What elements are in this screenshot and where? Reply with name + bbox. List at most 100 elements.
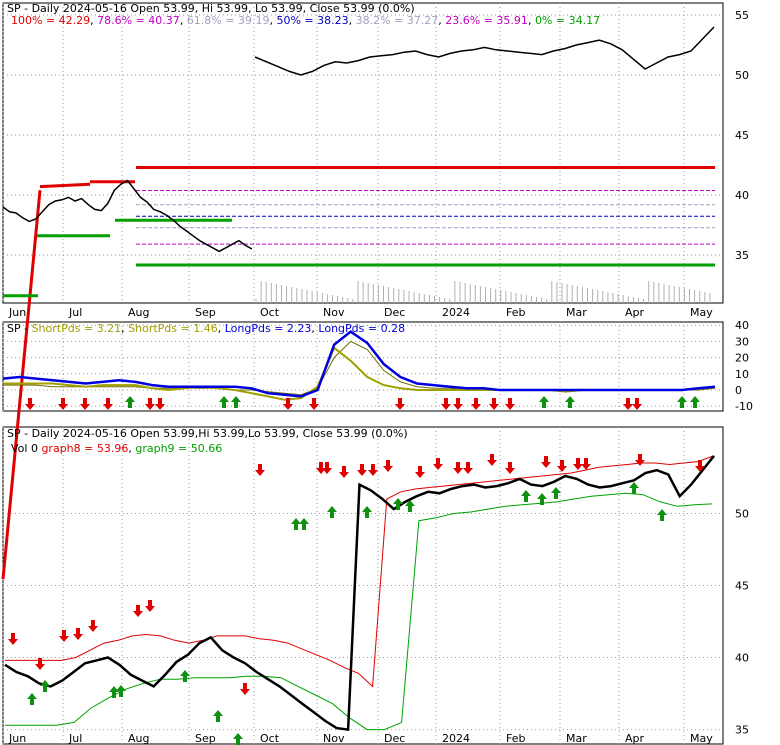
up-arrow-icon — [299, 518, 309, 530]
x-tick-label: Dec — [384, 732, 405, 745]
up-arrow-icon — [27, 693, 37, 705]
down-arrow-icon — [283, 398, 293, 410]
fib-legend-382: 38.2% = 37.27 — [356, 14, 439, 27]
legend-long-pds-2: LongPds = 0.28 — [318, 322, 405, 335]
down-arrow-icon — [581, 458, 591, 470]
down-arrow-icon — [309, 398, 319, 410]
price-panel-frame — [2, 2, 724, 304]
fib-legend: 100% = 42.29, 78.6% = 40.37, 61.8% = 39.… — [11, 14, 600, 27]
down-arrow-icon — [415, 466, 425, 478]
y-tick-label: 10 — [735, 368, 749, 381]
x-tick-label: Aug — [128, 732, 149, 745]
x-tick-label: Dec — [384, 306, 405, 319]
x-tick-label: Jul — [68, 306, 82, 319]
y-tick-label: 0 — [735, 384, 742, 397]
legend-graph9: graph9 = 50.66 — [135, 442, 222, 455]
volume-bars — [255, 281, 711, 303]
up-arrow-icon — [537, 493, 547, 505]
down-arrow-icon — [453, 462, 463, 474]
down-arrow-icon — [133, 605, 143, 617]
y-tick-label: 45 — [735, 129, 749, 142]
down-arrow-icon — [339, 466, 349, 478]
down-arrow-icon — [88, 620, 98, 632]
x-tick-label: Nov — [323, 732, 345, 745]
up-arrow-icon — [213, 710, 223, 722]
fib-legend-236: 23.6% = 35.91 — [445, 14, 528, 27]
x-tick-label: Sep — [195, 732, 216, 745]
up-arrow-icon — [565, 396, 575, 408]
oscillator-panel-frame — [2, 321, 724, 412]
up-arrow-icon — [551, 487, 561, 499]
up-arrow-icon — [125, 396, 135, 408]
down-arrow-icon — [573, 458, 583, 470]
down-arrow-icon — [463, 462, 473, 474]
price-line-pre-gap — [2, 179, 253, 253]
y-tick-label: 50 — [735, 507, 749, 520]
x-tick-label: Sep — [195, 306, 216, 319]
fib-legend-786: 78.6% = 40.37 — [97, 14, 180, 27]
y-tick-label: 35 — [735, 249, 749, 262]
x-tick-label: Apr — [625, 732, 645, 745]
x-tick-label: Mar — [566, 306, 587, 319]
oscillator-long-pds-line — [2, 330, 716, 398]
price-line-post-gap — [254, 26, 715, 76]
up-arrow-icon — [109, 686, 119, 698]
y-tick-label: 20 — [735, 352, 749, 365]
up-arrow-icon — [40, 680, 50, 692]
x-tick-label: Oct — [260, 732, 280, 745]
up-arrow-icon — [362, 506, 372, 518]
down-arrow-icon — [695, 460, 705, 472]
graph8-line — [5, 455, 713, 688]
x-tick-label: Feb — [506, 732, 525, 745]
y-tick-label: 40 — [735, 319, 749, 332]
up-arrow-icon — [233, 733, 243, 745]
fib-legend-618: 61.8% = 39.19 — [187, 14, 270, 27]
y-tick-label: 45 — [735, 580, 749, 593]
signal-series — [4, 455, 715, 732]
up-arrow-icon — [521, 490, 531, 502]
up-arrow-icon — [219, 396, 229, 408]
down-arrow-icon — [541, 456, 551, 468]
x-tick-label: 2024 — [442, 306, 470, 319]
down-arrow-icon — [255, 464, 265, 476]
down-arrow-icon — [80, 398, 90, 410]
down-arrow-icon — [471, 398, 481, 410]
oscillator-legend-prefix: SP - — [7, 322, 32, 335]
x-tick-label: Feb — [506, 306, 525, 319]
signal-arrows — [8, 396, 705, 745]
up-arrow-icon — [291, 518, 301, 530]
down-arrow-icon — [433, 458, 443, 470]
legend-graph8: graph8 = 53.96 — [41, 442, 128, 455]
up-arrow-icon — [116, 685, 126, 697]
fib-legend-50: 50% = 38.23 — [276, 14, 348, 27]
x-tick-label: Mar — [566, 732, 587, 745]
down-arrow-icon — [103, 398, 113, 410]
up-arrow-icon — [327, 506, 337, 518]
support-resistance-line — [1, 190, 42, 580]
down-arrow-icon — [59, 630, 69, 642]
down-arrow-icon — [357, 464, 367, 476]
down-arrow-icon — [489, 398, 499, 410]
x-tick-label: Nov — [323, 306, 345, 319]
down-arrow-icon — [322, 462, 332, 474]
down-arrow-icon — [635, 454, 645, 466]
down-arrow-icon — [145, 398, 155, 410]
x-tick-label: Jun — [8, 732, 26, 745]
down-arrow-icon — [623, 398, 633, 410]
y-tick-label: 30 — [735, 335, 749, 348]
legend-short-pds-1: ShortPds = 3.21 — [32, 322, 122, 335]
up-arrow-icon — [231, 396, 241, 408]
price-series — [2, 26, 715, 253]
y-tick-label: -10 — [735, 400, 753, 413]
fib-legend-0: 0% = 34.17 — [535, 14, 600, 27]
legend-vol: Vol 0 — [11, 442, 38, 455]
y-tick-label: 40 — [735, 189, 749, 202]
support-resistance-line — [39, 182, 91, 189]
down-arrow-icon — [453, 398, 463, 410]
x-tick-label: May — [690, 306, 713, 319]
up-arrow-icon — [657, 509, 667, 521]
down-arrow-icon — [145, 600, 155, 612]
oscillator-legend: SP - ShortPds = 3.21, ShortPds = 1.46, L… — [7, 322, 405, 335]
